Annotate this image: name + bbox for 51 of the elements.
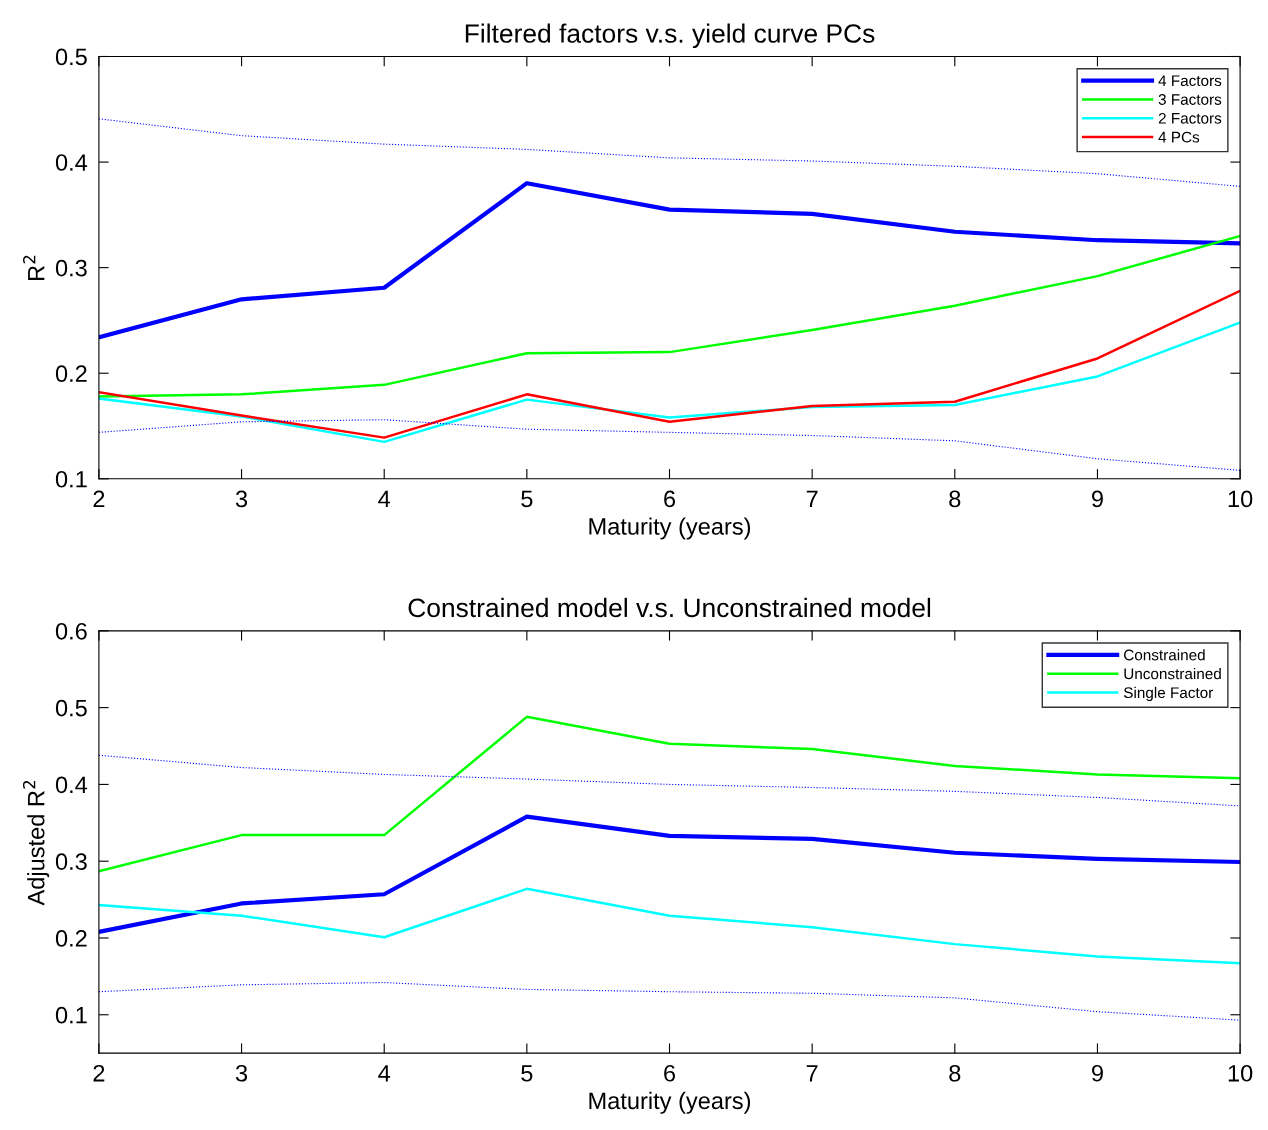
x-tick-label: 3 [235, 490, 248, 508]
x-tick-label: 9 [1092, 490, 1103, 508]
x-tick-label: 7 [806, 1065, 818, 1082]
legend-label: Unconstrained [1124, 668, 1221, 680]
x-axis-title: Maturity (years) [589, 1091, 751, 1114]
y-tick-label: 0.6 [55, 622, 87, 640]
x-tick-label: 2 [93, 490, 105, 508]
y-tick-label: 0.5 [55, 699, 87, 717]
x-tick-label: 3 [235, 1064, 248, 1082]
x-tick-label: 8 [949, 490, 961, 508]
x-axis-title: Maturity (years) [589, 517, 751, 540]
y-tick-label: 0.4 [55, 776, 88, 794]
line-series [98, 981, 1241, 1021]
x-tick-label: 5 [521, 490, 533, 508]
legend-label: 2 Factors [1158, 112, 1222, 124]
line-series [98, 289, 1241, 439]
y-tick-label: 0.4 [55, 154, 88, 171]
x-tick-label: 10 [1228, 1064, 1253, 1082]
line-series [98, 181, 1241, 340]
x-tick-label: 8 [949, 1064, 961, 1082]
y-tick-label: 0.1 [55, 470, 87, 488]
x-tick-label: 9 [1092, 1064, 1103, 1082]
x-tick-label: 7 [806, 490, 818, 508]
legend-label: 4 Factors [1158, 75, 1222, 87]
y-tick-label: 0.2 [55, 365, 87, 383]
y-tick-label: 0.3 [55, 259, 87, 277]
legend-label: Constrained [1124, 649, 1205, 661]
x-tick-label: 4 [378, 1065, 391, 1082]
legend-label: Single Factor [1123, 686, 1214, 702]
line-series [98, 715, 1241, 873]
chart-title: Filtered factors v.s. yield curve PCs [465, 23, 875, 49]
y-tick-label: 0.1 [55, 1006, 87, 1024]
line-series [98, 234, 1241, 398]
x-tick-label: 5 [521, 1065, 533, 1082]
x-tick-label: 4 [378, 490, 391, 508]
line-series [98, 887, 1241, 965]
y-tick-label: 0.2 [55, 930, 87, 947]
x-tick-label: 2 [93, 1064, 105, 1082]
y-axis-title: R$^{2}$ [23, 255, 45, 280]
x-tick-label: 6 [664, 490, 676, 508]
x-tick-label: 10 [1228, 490, 1253, 508]
x-tick-label: 6 [664, 1064, 676, 1082]
legend-label: 3 Factors [1158, 94, 1222, 105]
line-series [98, 419, 1241, 471]
y-tick-label: 0.5 [55, 48, 87, 66]
line-series [98, 814, 1241, 934]
legend-label: 4 PCs [1158, 131, 1200, 143]
y-tick-label: 0.3 [55, 853, 87, 870]
line-series [98, 754, 1241, 807]
y-axis-title: Adjusted R$^{2}$ [22, 780, 50, 906]
chart-title: Constrained model v.s. Unconstrained model [408, 597, 931, 618]
